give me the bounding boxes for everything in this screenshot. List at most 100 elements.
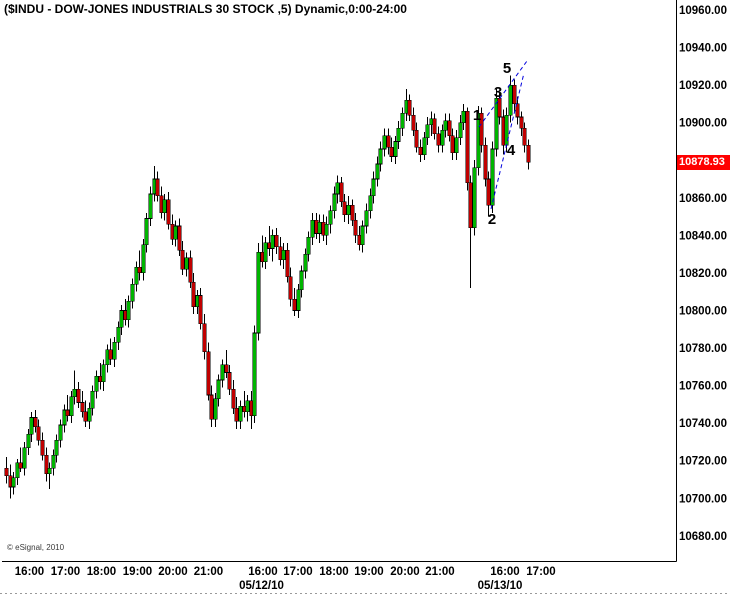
candle-body: [26, 434, 31, 448]
candle-body: [324, 223, 329, 236]
candle-body: [432, 118, 437, 135]
price-tick-label: 10800.00: [679, 305, 727, 317]
candle-body: [177, 225, 182, 251]
candle-body: [180, 250, 185, 270]
candle-body: [494, 97, 499, 150]
time-tick-label: 17:00: [526, 566, 555, 578]
candle-body: [184, 257, 189, 270]
candle-body: [281, 250, 286, 261]
candle-body: [94, 375, 99, 392]
candle-body: [213, 398, 218, 420]
candle-body: [296, 289, 301, 311]
candle-body: [371, 178, 376, 197]
candle-body: [101, 364, 106, 383]
candle-body: [141, 244, 146, 274]
candle-body: [69, 396, 74, 416]
candle-body: [206, 351, 211, 396]
candle-body: [342, 201, 347, 216]
candle-body: [497, 97, 502, 118]
candle-body: [90, 390, 95, 409]
candle-body: [58, 424, 63, 441]
candle-body: [224, 364, 229, 373]
candle-body: [335, 182, 340, 195]
elliott-wave-label: 3: [494, 84, 502, 101]
candle-body: [4, 467, 9, 477]
time-tick-label: 19:00: [123, 566, 152, 578]
candle-body: [198, 295, 203, 324]
candle-body: [508, 84, 513, 116]
price-tick-label: 10960.00: [679, 5, 727, 17]
candle-body: [393, 141, 398, 157]
candle-body: [386, 135, 391, 148]
price-tick-label: 10780.00: [679, 343, 727, 355]
price-tick-label: 10680.00: [679, 531, 727, 543]
candle-body: [238, 405, 243, 422]
candle-body: [148, 193, 153, 219]
candle-body: [407, 99, 412, 116]
price-tick-label: 10920.00: [679, 80, 727, 92]
candle-body: [76, 389, 81, 403]
candle-body: [18, 462, 23, 469]
elliott-wave-label: 2: [488, 211, 496, 228]
candle-body: [526, 144, 531, 163]
time-tick-label: 21:00: [194, 566, 223, 578]
candle-body: [209, 394, 214, 420]
candle-body: [519, 116, 524, 129]
candle-body: [400, 112, 405, 129]
candle-body: [33, 417, 38, 428]
candle-body: [306, 236, 311, 255]
price-tick-label: 10740.00: [679, 418, 727, 430]
candle-body: [411, 114, 416, 131]
candle-body: [220, 364, 225, 381]
candle-body: [447, 120, 452, 137]
candle-body: [436, 133, 441, 146]
price-tick-label: 10760.00: [679, 381, 727, 393]
candle-body: [378, 148, 383, 165]
candle-body: [119, 310, 124, 328]
candle-body: [47, 467, 52, 475]
candle-body: [389, 146, 394, 157]
candle-body: [270, 235, 275, 249]
price-tick-label: 10860.00: [679, 193, 727, 205]
candle-body: [126, 300, 131, 321]
time-tick-label: 20:00: [390, 566, 419, 578]
candle-body: [15, 462, 20, 478]
candle-body: [36, 426, 41, 441]
candle-body: [51, 454, 56, 469]
candle-body: [490, 148, 495, 206]
candle-body: [166, 199, 171, 225]
time-tick-label: 16:00: [15, 566, 44, 578]
candle-body: [364, 210, 369, 227]
time-tick-label: 17:00: [51, 566, 80, 578]
candle-body: [112, 342, 117, 360]
time-tick-label: 19:00: [354, 566, 383, 578]
candle-body: [299, 270, 304, 291]
candle-body: [422, 137, 427, 155]
candle-body: [130, 283, 135, 302]
candle-body: [382, 135, 387, 150]
candle-body: [317, 221, 322, 234]
candle-body: [83, 411, 88, 422]
candle-body: [137, 266, 142, 274]
trendline: [490, 72, 525, 210]
candle-body: [332, 193, 337, 212]
candle-body: [44, 454, 49, 475]
candle-body: [468, 182, 473, 229]
candle-body: [292, 298, 297, 311]
price-tick-label: 10940.00: [679, 43, 727, 55]
candle-body: [87, 407, 92, 422]
candle-body: [310, 220, 315, 238]
candle-body: [231, 389, 236, 409]
candle-body: [458, 122, 463, 139]
candle-body: [252, 332, 257, 416]
time-tick-label: 18:00: [319, 566, 348, 578]
candle-body: [108, 349, 113, 360]
candle-body: [375, 163, 380, 180]
candle-body: [54, 439, 59, 456]
candle-body: [40, 439, 45, 456]
time-tick-label: 16:00: [248, 566, 277, 578]
candle-body: [188, 257, 193, 283]
candle-body: [346, 205, 351, 216]
